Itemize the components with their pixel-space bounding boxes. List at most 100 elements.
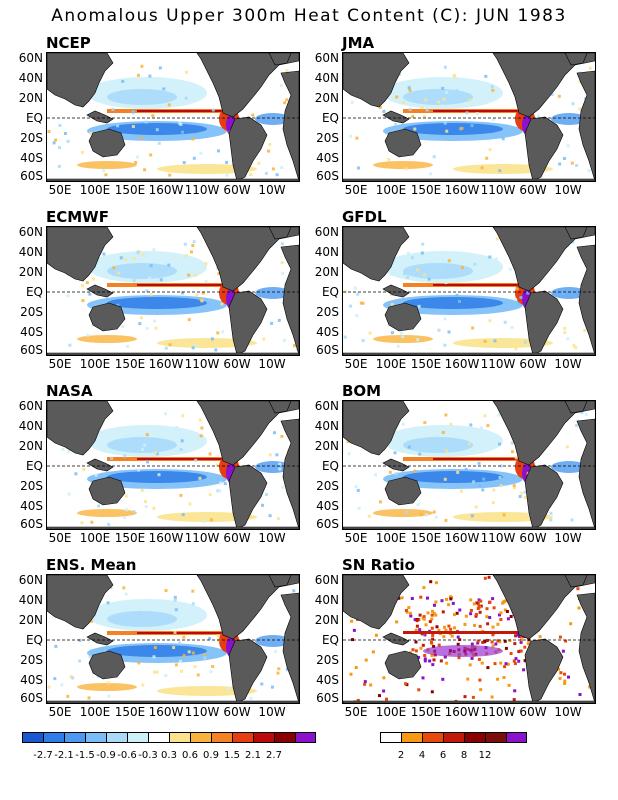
latitude-label: 60N: [18, 399, 43, 413]
ocean-field: [47, 401, 299, 529]
colorbar-label: 12: [478, 750, 492, 761]
colorbar-swatch: [148, 732, 169, 743]
land-asia: [47, 53, 114, 108]
southern-ocean-warm-west: [77, 161, 137, 169]
map-panel: ECMWF 60N 40N 20N EQ 20S 40S 60S 50E 100E 150E 160W…: [0, 208, 300, 398]
longitude-label: 100E: [79, 531, 111, 545]
land-antarctica: [343, 352, 595, 355]
land-maritime: [382, 458, 410, 472]
anomaly-colorbar: [22, 732, 316, 743]
land-europeAfr: [576, 418, 595, 529]
atlantic-cool: [551, 287, 587, 299]
north-pacific-cool-core: [403, 263, 473, 279]
longitude-label: 60W: [519, 705, 547, 719]
ocean-field: [47, 227, 299, 355]
colorbar-label: 2.1: [245, 750, 261, 761]
panel-title: SN Ratio: [342, 556, 415, 574]
latitude-label: 60N: [314, 573, 339, 587]
ocean-field: [47, 575, 299, 703]
longitude-label: 60W: [223, 705, 251, 719]
map-panel: GFDL 60N 40N 20N EQ 20S 40S 60S 50E 100E 150E 160W 1…: [296, 208, 596, 398]
map-panel: BOM 60N 40N 20N EQ 20S 40S 60S 50E 100E 150E 160W 11…: [296, 382, 596, 572]
longitude-label: 110W: [184, 705, 220, 719]
land-europeAfr: [280, 244, 299, 355]
land-europeAfr: [576, 70, 595, 181]
land-australia: [384, 650, 422, 680]
latitude-label: 40N: [18, 593, 43, 607]
latitude-label: 60N: [18, 225, 43, 239]
land-maritime: [86, 632, 114, 646]
land-antarctica: [47, 526, 299, 529]
southern-ocean-warm: [157, 338, 257, 348]
panel-title: ENS. Mean: [46, 556, 137, 574]
atlantic-cool: [551, 113, 587, 125]
latitude-label: EQ: [25, 285, 43, 299]
land-asia: [47, 575, 114, 630]
land-americasS: [228, 638, 268, 703]
land-americasN: [196, 53, 299, 118]
colorbar-swatch: [485, 732, 506, 743]
colorbar-swatch: [22, 732, 43, 743]
panel-title: NASA: [46, 382, 93, 400]
high-sn-region: [423, 645, 503, 657]
equatorial-warm-core: [433, 110, 525, 112]
ocean-field: [343, 53, 595, 181]
longitude-label: 100E: [79, 705, 111, 719]
latitude-label: EQ: [25, 633, 43, 647]
longitude-label: 10W: [258, 357, 286, 371]
land-antarctica: [343, 526, 595, 529]
southern-ocean-warm-west: [373, 161, 433, 169]
ocean-map: [342, 574, 596, 704]
latitude-label: 20N: [314, 265, 339, 279]
map-panel: NASA 60N 40N 20N EQ 20S 40S 60S 50E 100E 150E 160W 1…: [0, 382, 300, 572]
ocean-map: [46, 226, 300, 356]
colorbar-swatch: [443, 732, 464, 743]
strong-cool-anomaly: [403, 123, 503, 135]
longitude-label: 160W: [148, 531, 184, 545]
colorbar-label: 0.3: [161, 750, 177, 761]
land-australia: [88, 650, 126, 680]
latitude-label: EQ: [25, 111, 43, 125]
strong-cool-anomaly: [403, 297, 503, 309]
longitude-label: 150E: [114, 705, 146, 719]
colorbar-label: -0.9: [96, 750, 116, 761]
land-australia: [384, 302, 422, 332]
land-greenland: [268, 53, 292, 66]
north-pacific-cool-core: [107, 89, 177, 105]
land-americasN: [196, 401, 299, 466]
land-americasN: [492, 575, 595, 640]
land-europeAfr: [280, 70, 299, 181]
latitude-label: 20N: [18, 439, 43, 453]
north-pacific-cool-core: [403, 89, 473, 105]
latitude-label: 20S: [316, 131, 339, 145]
longitude-label: 110W: [184, 357, 220, 371]
longitude-label: 110W: [480, 357, 516, 371]
longitude-label: 50E: [344, 357, 368, 371]
north-pacific-cool-core: [107, 437, 177, 453]
land-asia: [47, 227, 114, 282]
land-antarctica: [47, 352, 299, 355]
ocean-field: [343, 401, 595, 529]
southern-ocean-warm-west: [373, 509, 433, 517]
colorbar-swatch: [232, 732, 253, 743]
southern-ocean-warm-west: [77, 335, 137, 343]
land-americasN: [492, 227, 595, 292]
longitude-label: 50E: [344, 531, 368, 545]
longitude-label: 60W: [223, 183, 251, 197]
panel-title: BOM: [342, 382, 382, 400]
colorbar-swatch: [106, 732, 127, 743]
land-europeAfr: [576, 592, 595, 703]
longitude-label: 150E: [114, 183, 146, 197]
colorbar-swatch: [253, 732, 274, 743]
latitude-label: EQ: [321, 111, 339, 125]
sn-ratio-colorbar: [380, 732, 527, 743]
latitude-label: 40N: [18, 245, 43, 259]
land-asia: [343, 53, 410, 108]
latitude-label: 60N: [18, 573, 43, 587]
colorbar-label: -2.1: [54, 750, 74, 761]
latitude-label: 40S: [20, 151, 43, 165]
strong-cool-anomaly: [107, 645, 207, 657]
longitude-label: 10W: [258, 183, 286, 197]
map-panel: NCEP 60N 40N 20N EQ 20S 40S 60S 50E 100E 150E 160W 1…: [0, 34, 300, 224]
longitude-label: 10W: [554, 705, 582, 719]
